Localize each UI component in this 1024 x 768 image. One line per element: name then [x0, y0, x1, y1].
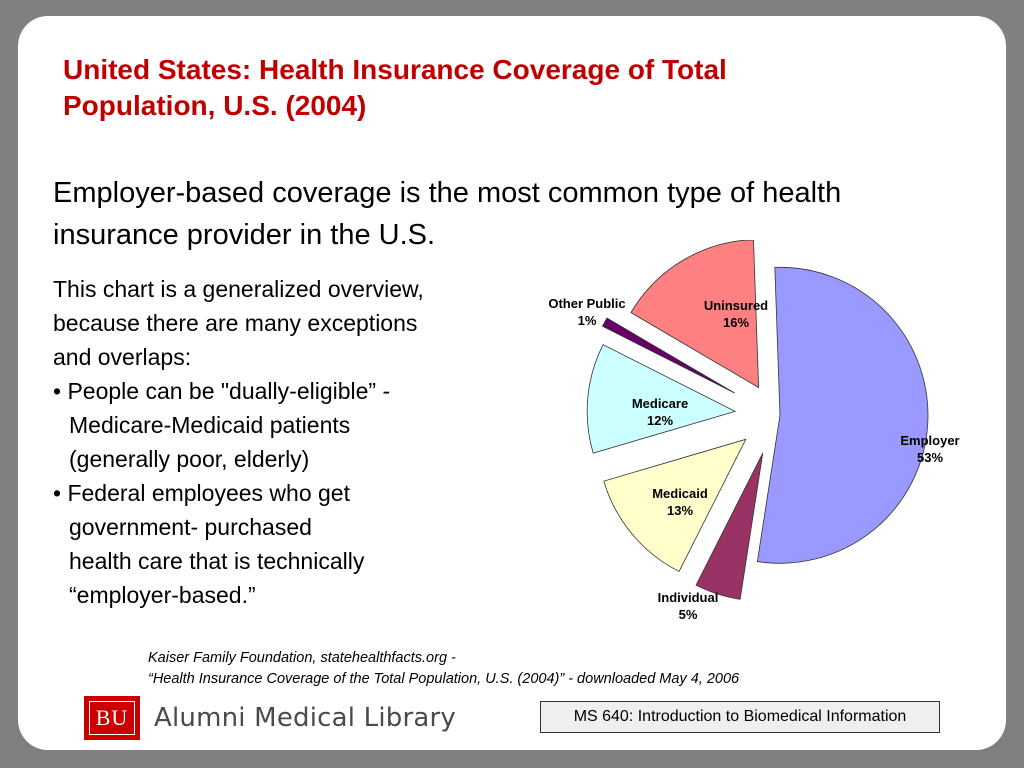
- slice-label: Medicare: [632, 396, 688, 411]
- slice-value-label: 1%: [578, 313, 597, 328]
- body-text: This chart is a generalized overview, be…: [53, 272, 533, 612]
- bu-logo-icon: BU: [84, 696, 140, 740]
- bullet-line: government- purchased: [69, 514, 312, 540]
- bullet-line: (generally poor, elderly): [69, 446, 310, 472]
- slice-value-label: 5%: [679, 607, 698, 622]
- slice-value-label: 53%: [917, 450, 943, 465]
- pie-slice-medicaid: [603, 438, 747, 572]
- title-line-1: United States: Health Insurance Coverage…: [63, 54, 727, 85]
- citation: Kaiser Family Foundation, statehealthfac…: [148, 648, 908, 690]
- subtitle-line-1: Employer-based coverage is the most comm…: [53, 177, 842, 209]
- body-line: and overlaps:: [53, 344, 192, 370]
- bullet-line: “employer-based.”: [69, 582, 256, 608]
- title-line-2: Population, U.S. (2004): [63, 90, 367, 121]
- slice-label: Other Public: [548, 296, 625, 311]
- library-logo: BU Alumni Medical Library: [84, 695, 456, 741]
- bullet-line: health care that is technically: [69, 548, 365, 574]
- bu-logo-mark: BU: [89, 701, 135, 735]
- pie-slice-uninsured: [630, 240, 760, 389]
- body-line: because there are many exceptions: [53, 310, 418, 336]
- pie-slice-employer: [756, 266, 929, 564]
- slice-label: Employer: [900, 433, 959, 448]
- slice-value-label: 16%: [723, 315, 749, 330]
- slide-subtitle: Employer-based coverage is the most comm…: [53, 172, 1003, 256]
- slice-value-label: 12%: [647, 413, 673, 428]
- bullet-line: • Federal employees who get: [53, 480, 350, 506]
- subtitle-line-2: insurance provider in the U.S.: [53, 219, 436, 251]
- bullet-line: • People can be "dually-eligible” -: [53, 378, 391, 404]
- course-text: MS 640: Introduction to Biomedical Infor…: [573, 708, 907, 725]
- citation-line-1: Kaiser Family Foundation, statehealthfac…: [148, 650, 456, 666]
- pie-slice-other-public: [601, 317, 735, 394]
- slice-label: Individual: [658, 590, 719, 605]
- bullet-line: Medicare-Medicaid patients: [69, 412, 351, 438]
- library-name: Alumni Medical Library: [154, 703, 456, 733]
- pie-chart: Employer 53% Individual 5% Medicaid 13% Medica…: [548, 240, 960, 622]
- slice-label: Uninsured: [704, 298, 768, 313]
- course-label: MS 640: Introduction to Biomedical Infor…: [540, 701, 940, 733]
- slice-label: Medicaid: [652, 486, 708, 501]
- pie-slice-medicare: [586, 344, 737, 454]
- body-line: This chart is a generalized overview,: [53, 276, 424, 302]
- slide-title: United States: Health Insurance Coverage…: [63, 52, 863, 124]
- slice-value-label: 13%: [667, 503, 693, 518]
- pie-slice-individual: [695, 452, 764, 600]
- citation-line-2: “Health Insurance Coverage of the Total …: [148, 671, 740, 687]
